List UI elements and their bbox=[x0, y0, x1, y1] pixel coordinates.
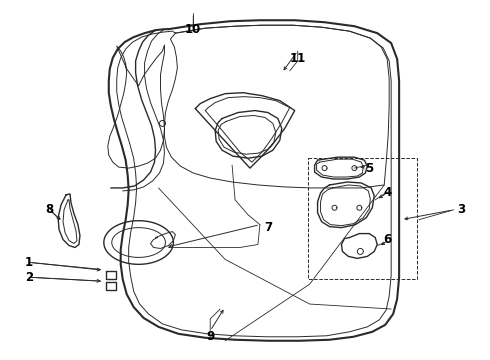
Text: 9: 9 bbox=[206, 330, 214, 343]
Text: 5: 5 bbox=[365, 162, 373, 175]
Text: 7: 7 bbox=[264, 221, 272, 234]
Text: 11: 11 bbox=[290, 53, 306, 66]
Text: 4: 4 bbox=[383, 186, 392, 199]
Text: 2: 2 bbox=[25, 271, 33, 284]
Text: 10: 10 bbox=[185, 23, 201, 36]
Text: 6: 6 bbox=[383, 233, 392, 246]
Text: 3: 3 bbox=[457, 203, 465, 216]
Text: 8: 8 bbox=[45, 203, 53, 216]
Text: 1: 1 bbox=[25, 256, 33, 269]
